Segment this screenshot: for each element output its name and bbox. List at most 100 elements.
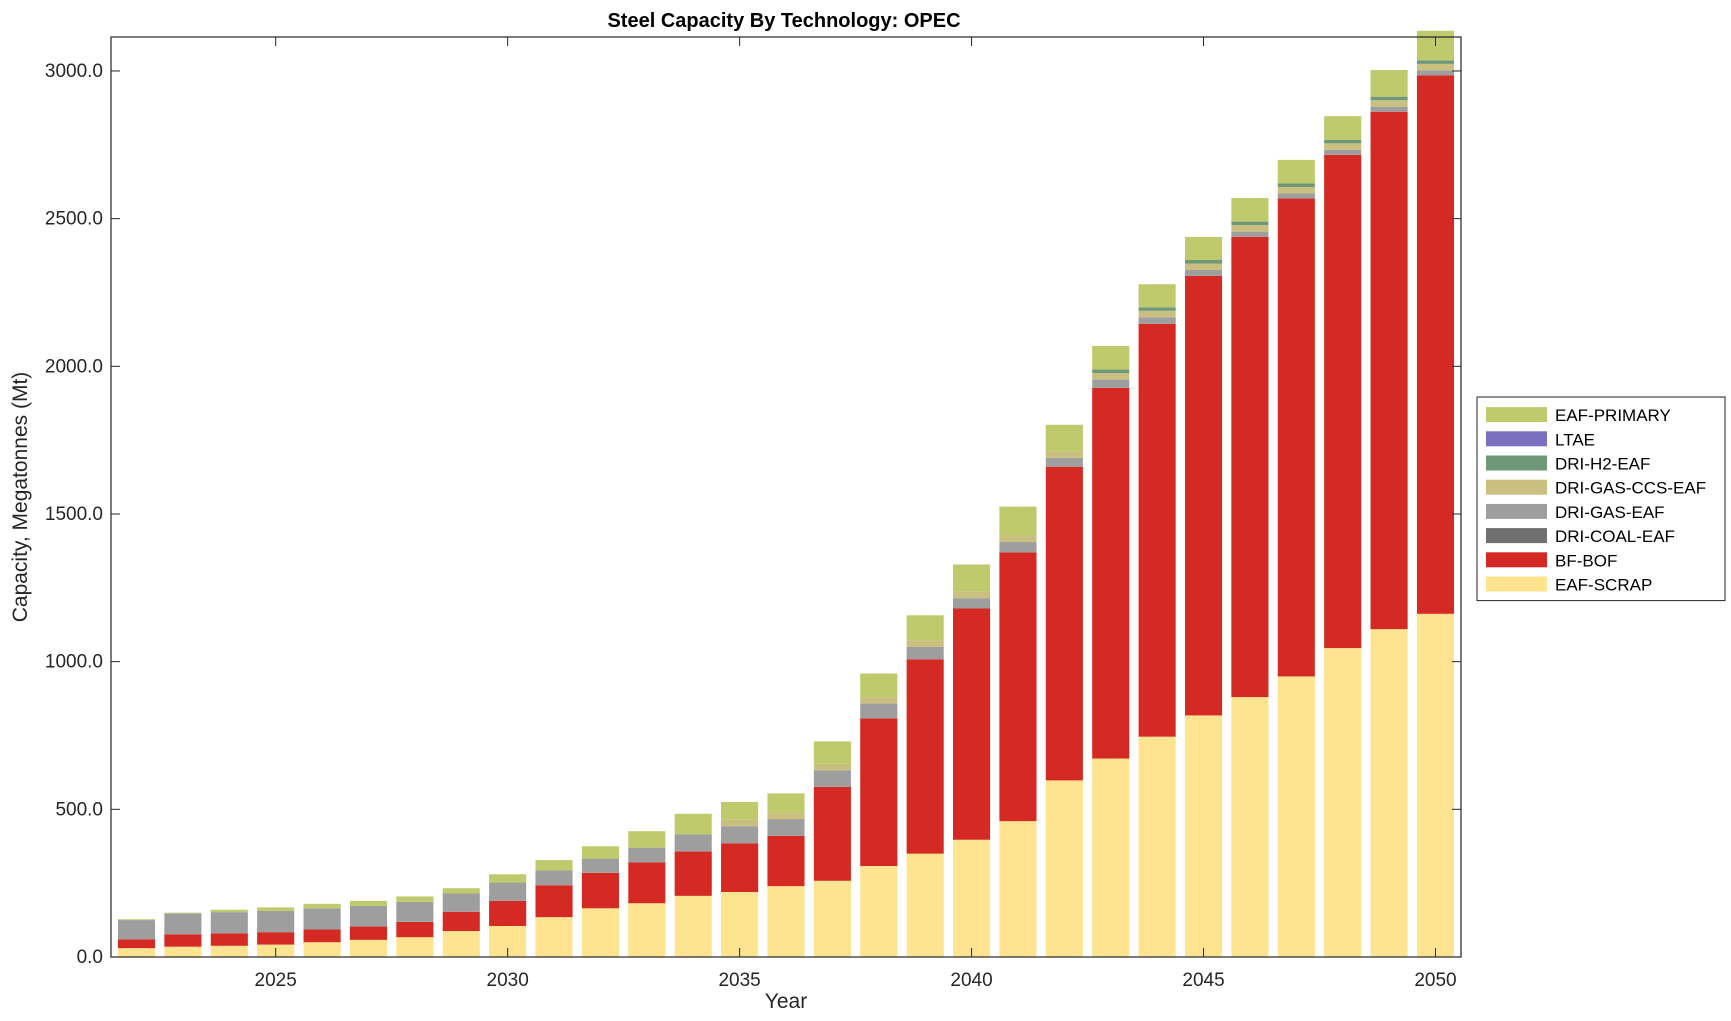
bar-segment-dri-gas-eaf-2027 [349,905,388,927]
legend-swatch-dri-h2-eaf [1486,455,1547,471]
bar-segment-eaf-primary-2042 [1045,424,1083,452]
bar-segment-eaf-scrap-2040 [953,839,991,957]
bar-segment-eaf-primary-2047 [1277,159,1315,184]
bar-segment-dri-h2-eaf-2050 [1416,60,1455,64]
bar-segment-eaf-scrap-2046 [1231,697,1269,957]
bar-segment-dri-gas-ccs-eaf-2039 [906,640,944,647]
bar-segment-eaf-scrap-2023 [164,946,202,957]
bar-segment-bf-bof-2042 [1045,466,1083,781]
legend-label-dri-h2-eaf: DRI-H2-EAF [1555,455,1650,474]
bar-segment-eaf-primary-2027 [349,900,388,906]
y-tick-label: 3000.0 [45,61,103,82]
bar-segment-bf-bof-2025 [257,932,295,945]
bar-segment-eaf-scrap-2029 [442,931,480,957]
bar-segment-eaf-scrap-2048 [1324,648,1362,957]
x-tick-label: 2050 [1414,970,1456,991]
bar-segment-dri-gas-eaf-2036 [767,819,805,836]
y-tick-label: 0.0 [77,947,103,968]
bar-segment-eaf-scrap-2028 [396,937,434,957]
legend-label-eaf-scrap: EAF-SCRAP [1555,576,1652,595]
bar-segment-dri-gas-ccs-eaf-2036 [767,812,805,820]
bar-segment-eaf-primary-2022 [117,919,156,921]
bar-segment-bf-bof-2049 [1370,111,1408,630]
bar-segment-dri-h2-eaf-2046 [1231,221,1269,226]
bar-segment-dri-gas-eaf-2023 [164,913,202,935]
bar-segment-dri-gas-eaf-2044 [1138,317,1176,324]
bar-segment-eaf-primary-2045 [1184,236,1223,260]
bar-segment-eaf-primary-2043 [1092,345,1130,370]
bar-segment-eaf-scrap-2047 [1277,676,1315,957]
bar-segment-eaf-scrap-2037 [813,880,851,957]
bar-segment-eaf-scrap-2031 [535,917,573,957]
bar-segment-dri-gas-eaf-2025 [257,910,295,933]
bar-segment-bf-bof-2022 [117,939,156,949]
bar-segment-dri-gas-eaf-2032 [581,858,619,873]
x-axis-title: Year [765,990,807,1013]
legend-swatch-bf-bof [1486,552,1547,568]
bar-segment-dri-gas-ccs-eaf-2038 [860,697,898,704]
y-axis-title: Capacity, Megatonnes (Mt) [9,372,32,623]
bar-segment-dri-h2-eaf-2047 [1277,183,1315,188]
bar-segment-dri-gas-ccs-eaf-2035 [721,819,759,827]
bar-segment-dri-gas-eaf-2024 [210,912,248,934]
bar-segment-dri-gas-eaf-2026 [303,908,341,930]
legend-swatch-eaf-primary [1486,407,1547,423]
bar-segment-dri-gas-eaf-2037 [813,770,851,787]
bar-segment-dri-gas-ccs-eaf-2050 [1416,63,1455,71]
bar-segment-bf-bof-2032 [581,872,619,909]
bar-segment-eaf-primary-2036 [767,793,805,813]
bar-segment-dri-gas-eaf-2033 [628,847,666,863]
x-tick-label: 2030 [487,970,529,991]
bar-segment-dri-gas-ccs-eaf-2048 [1324,143,1362,150]
legend-swatch-eaf-scrap [1486,576,1547,592]
bar-segment-dri-gas-eaf-2050 [1416,70,1455,76]
bar-segment-bf-bof-2039 [906,659,944,854]
bar-segment-bf-bof-2047 [1277,198,1315,677]
bars-layer [117,30,1455,957]
bar-segment-eaf-primary-2048 [1324,116,1362,140]
bar-segment-eaf-primary-2024 [210,909,248,913]
bar-segment-bf-bof-2023 [164,934,202,947]
bar-segment-eaf-primary-2049 [1370,70,1408,97]
bar-segment-bf-bof-2045 [1184,275,1223,716]
bar-segment-bf-bof-2043 [1092,387,1130,759]
bar-segment-eaf-scrap-2033 [628,903,666,957]
legend-swatch-dri-gas-ccs-eaf [1486,479,1547,495]
bar-segment-eaf-scrap-2045 [1184,715,1223,957]
bar-segment-eaf-scrap-2043 [1092,758,1130,957]
bar-segment-eaf-primary-2028 [396,896,434,902]
legend-swatch-ltae [1486,431,1547,447]
bar-segment-eaf-scrap-2034 [674,895,712,957]
bar-segment-eaf-primary-2033 [628,831,666,848]
bar-segment-bf-bof-2046 [1231,236,1269,698]
bar-segment-eaf-primary-2041 [999,506,1037,536]
ticks-layer: 0.0 500.0 1000.0 1500.0 2000.0 2500.0 3000.0 20… [45,37,1461,991]
bar-segment-eaf-primary-2035 [721,801,759,820]
bar-segment-eaf-primary-2026 [303,903,341,909]
bar-segment-dri-gas-eaf-2042 [1045,457,1083,467]
bar-segment-bf-bof-2038 [860,718,898,867]
legend-label-ltae: LTAE [1555,430,1595,449]
bar-segment-bf-bof-2027 [349,926,388,940]
bar-segment-dri-gas-ccs-eaf-2045 [1184,263,1223,271]
y-tick-label: 2000.0 [45,356,103,377]
bar-segment-eaf-primary-2044 [1138,284,1176,308]
bar-segment-bf-bof-2030 [489,900,527,926]
bar-segment-dri-gas-eaf-2035 [721,826,759,844]
bar-segment-dri-gas-ccs-eaf-2041 [999,535,1037,543]
axes-box [110,36,1462,958]
bar-segment-bf-bof-2024 [210,933,248,946]
bar-segment-eaf-primary-2029 [442,888,480,894]
bar-segment-bf-bof-2034 [674,851,712,896]
bar-segment-eaf-scrap-2044 [1138,736,1176,957]
bar-segment-eaf-scrap-2041 [999,821,1037,957]
bar-segment-bf-bof-2031 [535,885,573,918]
bar-segment-eaf-scrap-2022 [117,948,156,957]
bar-segment-bf-bof-2048 [1324,154,1362,649]
bar-segment-dri-h2-eaf-2043 [1092,369,1130,374]
bar-segment-eaf-scrap-2035 [721,892,759,957]
bar-segment-dri-gas-ccs-eaf-2040 [953,591,991,599]
y-tick-label: 1000.0 [45,652,103,673]
bar-segment-eaf-primary-2023 [164,912,202,914]
